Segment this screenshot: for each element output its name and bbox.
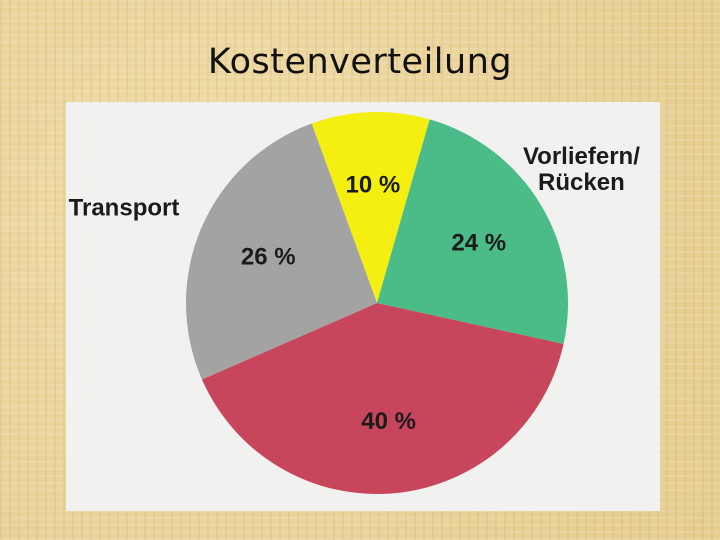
chart-panel: 10 %Fällen/Aufarbeiten24 %Vorliefern/Rüc… bbox=[66, 102, 660, 511]
slide-title: Kostenverteilung bbox=[207, 42, 513, 82]
pie-slice-3 bbox=[185, 123, 377, 380]
pie-slices bbox=[185, 111, 568, 495]
slice-value-label-3: 26 % bbox=[241, 243, 296, 270]
pie-slice-1 bbox=[377, 119, 568, 345]
slice-value-label-0: 10 % bbox=[346, 172, 401, 199]
slice-name-label-3: Transport bbox=[69, 194, 180, 221]
pie-slice-0 bbox=[311, 111, 430, 303]
pie-slice-2 bbox=[201, 303, 564, 495]
slice-value-label-1: 24 % bbox=[451, 229, 506, 256]
pie-labels: 10 %Fällen/Aufarbeiten24 %Vorliefern/Rüc… bbox=[69, 143, 641, 435]
pie-chart: 10 %Fällen/Aufarbeiten24 %Vorliefern/Rüc… bbox=[69, 111, 641, 495]
slice-name-label-1: Vorliefern/Rücken bbox=[523, 143, 640, 196]
slice-value-label-2: 40 % bbox=[361, 408, 416, 435]
